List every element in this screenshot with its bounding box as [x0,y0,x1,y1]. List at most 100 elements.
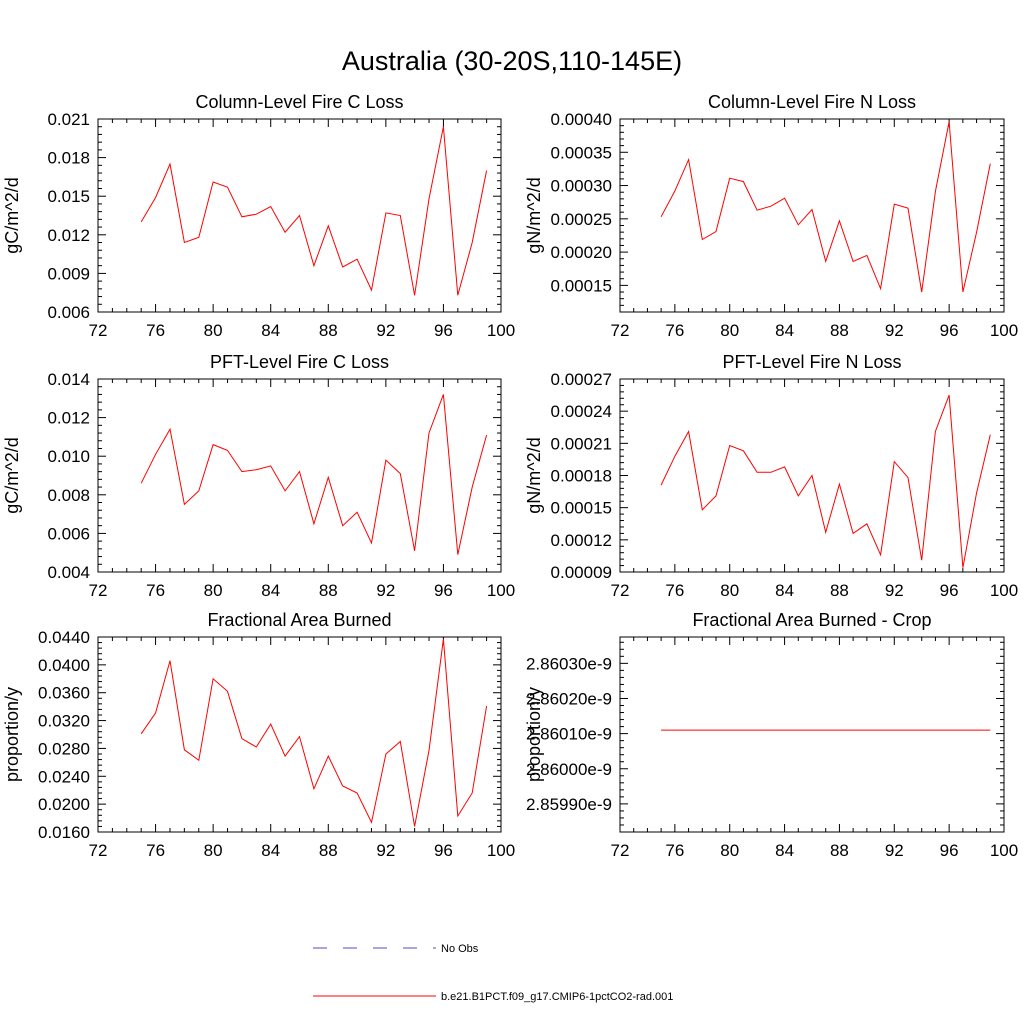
y-tick-label: 0.012 [47,226,90,245]
y-tick-label: 0.014 [47,370,90,389]
x-tick-label: 88 [830,321,849,340]
y-tick-label: 0.0440 [38,628,90,647]
y-tick-label: 0.00015 [551,276,612,295]
y-tick-label: 0.0320 [38,712,90,731]
y-tick-label: 0.00027 [551,370,612,389]
x-tick-label: 76 [665,321,684,340]
y-axis-label: gC/m^2/d [2,177,22,253]
panel-title: PFT-Level Fire C Loss [210,352,389,372]
x-tick-label: 84 [775,321,794,340]
y-tick-label: 0.00018 [551,467,612,486]
x-tick-label: 72 [89,321,108,340]
x-tick-label: 88 [319,841,338,860]
x-tick-label: 92 [376,321,395,340]
panel-4: PFT-Level Fire N Loss gN/m^2/d 72 76 80 84 88 9… [524,352,1018,600]
x-tick-label: 80 [204,581,223,600]
x-tick-label: 96 [940,841,959,860]
x-tick-label: 80 [720,841,739,860]
y-tick-label: 0.00020 [551,243,612,262]
x-tick-label: 96 [940,321,959,340]
y-tick-label: 0.018 [47,149,90,168]
x-tick-label: 84 [775,841,794,860]
y-tick-label: 0.00030 [551,177,612,196]
x-tick-label: 80 [204,841,223,860]
y-axis-label: gC/m^2/d [2,437,22,513]
y-tick-label: 0.00024 [551,402,612,421]
x-tick-label: 72 [89,581,108,600]
panel-title: PFT-Level Fire N Loss [722,352,901,372]
y-tick-label: 0.00015 [551,499,612,518]
legend-label-model: b.e21.B1PCT.f09_g17.CMIP6-1pctCO2-rad.00… [441,991,673,1003]
y-tick-label: 0.0160 [38,823,90,842]
y-tick-label: 0.021 [47,110,90,129]
panel-2: Column-Level Fire N Loss gN/m^2/d 72 76 80 84… [524,92,1018,340]
x-tick-label: 100 [487,841,515,860]
panel-title: Fractional Area Burned [207,610,391,630]
x-tick-label: 100 [487,321,515,340]
x-tick-label: 76 [665,841,684,860]
x-tick-label: 92 [376,841,395,860]
panel-5: Fractional Area Burned proportion/y 72 76 80… [2,610,515,860]
x-tick-label: 88 [830,841,849,860]
plot-frame [97,378,502,573]
y-tick-label: 0.00025 [551,210,612,229]
y-tick-label: 0.0280 [38,739,90,758]
y-tick-label: 0.00035 [551,143,612,162]
y-tick-label: 0.004 [47,563,90,582]
x-tick-label: 92 [885,841,904,860]
y-tick-label: 0.012 [47,409,90,428]
panel-title: Column-Level Fire N Loss [708,92,916,112]
x-tick-label: 88 [830,581,849,600]
panel-title: Fractional Area Burned - Crop [692,610,931,630]
x-tick-label: 88 [319,321,338,340]
panel-6: Fractional Area Burned - Crop proportion/… [524,610,1018,860]
y-tick-label: 0.015 [47,187,90,206]
x-tick-label: 80 [720,581,739,600]
y-tick-label: 0.009 [47,264,90,283]
x-tick-label: 72 [89,841,108,860]
x-tick-label: 72 [611,581,630,600]
y-tick-label: 0.0360 [38,684,90,703]
x-tick-label: 92 [885,321,904,340]
y-tick-label: 0.006 [47,303,90,322]
figure-title: Australia (30-20S,110-145E) [342,46,682,76]
series-line [140,126,488,296]
x-tick-label: 84 [775,581,794,600]
panels: Column-Level Fire C Loss gC/m^2/d 72 76 80 84… [2,92,1018,860]
x-tick-label: 76 [146,581,165,600]
series-line [140,394,488,555]
plot-frame [619,636,1005,833]
x-tick-label: 84 [261,841,280,860]
y-tick-label: 0.00021 [551,434,612,453]
x-tick-label: 72 [611,321,630,340]
y-tick-label: 0.00040 [551,110,612,129]
y-tick-label: 0.0400 [38,656,90,675]
y-axis-label: proportion/y [524,687,544,782]
y-axis-label: proportion/y [2,687,22,782]
legend-label-no-obs: No Obs [441,943,479,955]
panel-3: PFT-Level Fire C Loss gC/m^2/d 72 76 80 84 88 9… [2,352,515,600]
y-tick-label: 0.00009 [551,563,612,582]
x-tick-label: 100 [990,581,1018,600]
plot-frame [97,636,502,833]
y-axis-label: gN/m^2/d [524,437,544,513]
plot-frame [619,118,1005,313]
x-tick-label: 80 [720,321,739,340]
x-tick-label: 84 [261,321,280,340]
series-line [660,121,991,293]
x-tick-label: 92 [376,581,395,600]
x-tick-label: 88 [319,581,338,600]
series-line [660,394,991,568]
y-tick-label: 0.008 [47,486,90,505]
panel-title: Column-Level Fire C Loss [195,92,403,112]
x-tick-label: 76 [146,321,165,340]
y-tick-label: 0.0240 [38,767,90,786]
y-axis-label: gN/m^2/d [524,177,544,253]
y-tick-label: 2.86000e-9 [526,760,612,779]
x-tick-label: 72 [611,841,630,860]
y-tick-label: 0.006 [47,524,90,543]
y-tick-label: 0.0200 [38,795,90,814]
x-tick-label: 96 [434,841,453,860]
series-line [140,639,488,827]
